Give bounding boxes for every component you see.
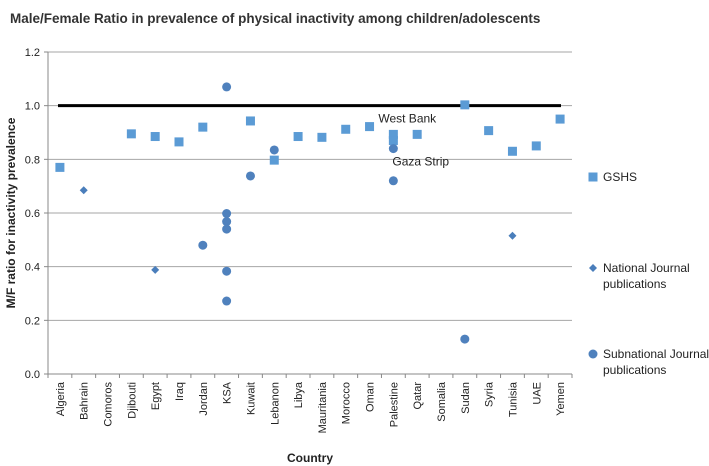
data-point-square	[388, 129, 398, 139]
x-tick-label: Djibouti	[126, 382, 138, 419]
data-point-circle	[222, 296, 232, 306]
y-tick-label: 1.2	[25, 47, 40, 59]
data-point-square	[412, 129, 422, 139]
legend-label: publications	[603, 277, 666, 291]
x-axis-title: Country	[287, 451, 333, 465]
x-tick-label: Comoros	[103, 382, 115, 427]
data-point-square	[126, 129, 136, 139]
y-tick-label: 0.0	[25, 369, 40, 381]
y-tick-label: 0.6	[25, 208, 40, 220]
x-tick-label: Syria	[484, 381, 496, 407]
data-point-square	[484, 126, 494, 136]
chart-title: Male/Female Ratio in prevalence of physi…	[10, 11, 540, 26]
data-point-circle	[222, 82, 232, 92]
data-point-square	[55, 162, 65, 172]
annotation-west-bank: West Bank	[378, 111, 437, 125]
data-point-square	[460, 100, 470, 110]
x-tick-label: Tunisia	[507, 381, 519, 417]
data-point-square	[293, 132, 303, 142]
x-tick-label: Qatar	[412, 382, 424, 410]
data-point-circle	[222, 217, 232, 227]
data-point-square	[174, 137, 184, 147]
legend-label: Subnational Journal	[603, 347, 709, 361]
legend-marker	[588, 172, 598, 182]
x-tick-label: Mauritania	[317, 381, 329, 433]
data-point-circle	[269, 145, 279, 155]
x-tick-label: Bahrain	[79, 382, 91, 420]
data-point-circle	[388, 176, 398, 186]
x-tick-label: Kuwait	[245, 382, 257, 415]
y-tick-label: 0.2	[25, 315, 40, 327]
legend-label: GSHS	[603, 170, 637, 184]
data-point-diamond	[151, 265, 160, 274]
x-tick-label: Jordan	[198, 382, 210, 416]
x-tick-label: Yemen	[555, 382, 567, 416]
x-tick-label: Algeria	[55, 381, 67, 416]
data-point-circle	[198, 240, 208, 250]
x-tick-label: Morocco	[341, 382, 353, 424]
data-point-square	[150, 132, 160, 142]
data-point-square	[365, 122, 375, 132]
data-point-square	[317, 132, 327, 142]
x-tick-label: Palestine	[388, 382, 400, 427]
data-point-diamond	[79, 186, 88, 195]
data-point-square	[388, 136, 398, 146]
data-point-circle	[460, 334, 470, 344]
data-point-circle	[222, 266, 232, 276]
data-point-square	[198, 122, 208, 132]
x-tick-label: Lebanon	[269, 382, 281, 425]
data-point-square	[245, 116, 255, 126]
data-point-circle	[222, 209, 232, 219]
y-tick-label: 0.4	[25, 262, 40, 274]
data-point-diamond	[508, 231, 517, 240]
legend-marker	[588, 349, 598, 359]
legend-marker	[589, 264, 597, 272]
y-tick-label: 1.0	[25, 101, 40, 113]
data-point-square	[341, 124, 351, 134]
x-tick-label: KSA	[222, 381, 234, 404]
legend-label: National Journal	[603, 261, 690, 275]
legend-label: publications	[603, 363, 666, 377]
data-point-square	[269, 155, 279, 165]
x-tick-label: Sudan	[460, 382, 472, 414]
x-tick-label: Iraq	[174, 382, 186, 401]
x-tick-label: Libya	[293, 381, 305, 408]
data-point-circle	[388, 144, 398, 154]
data-point-circle	[245, 171, 255, 181]
y-tick-label: 0.8	[25, 154, 40, 166]
x-tick-label: UAE	[531, 382, 543, 405]
x-tick-label: Somalia	[436, 381, 448, 422]
x-tick-label: Egypt	[150, 382, 162, 410]
data-point-square	[531, 141, 541, 151]
annotation-gaza-strip: Gaza Strip	[392, 155, 449, 169]
x-tick-label: Oman	[365, 382, 377, 412]
y-axis-title: M/F ratio for inactivity prevalence	[4, 117, 18, 308]
data-point-square	[507, 146, 517, 156]
data-point-circle	[222, 224, 232, 234]
data-point-square	[555, 114, 565, 124]
